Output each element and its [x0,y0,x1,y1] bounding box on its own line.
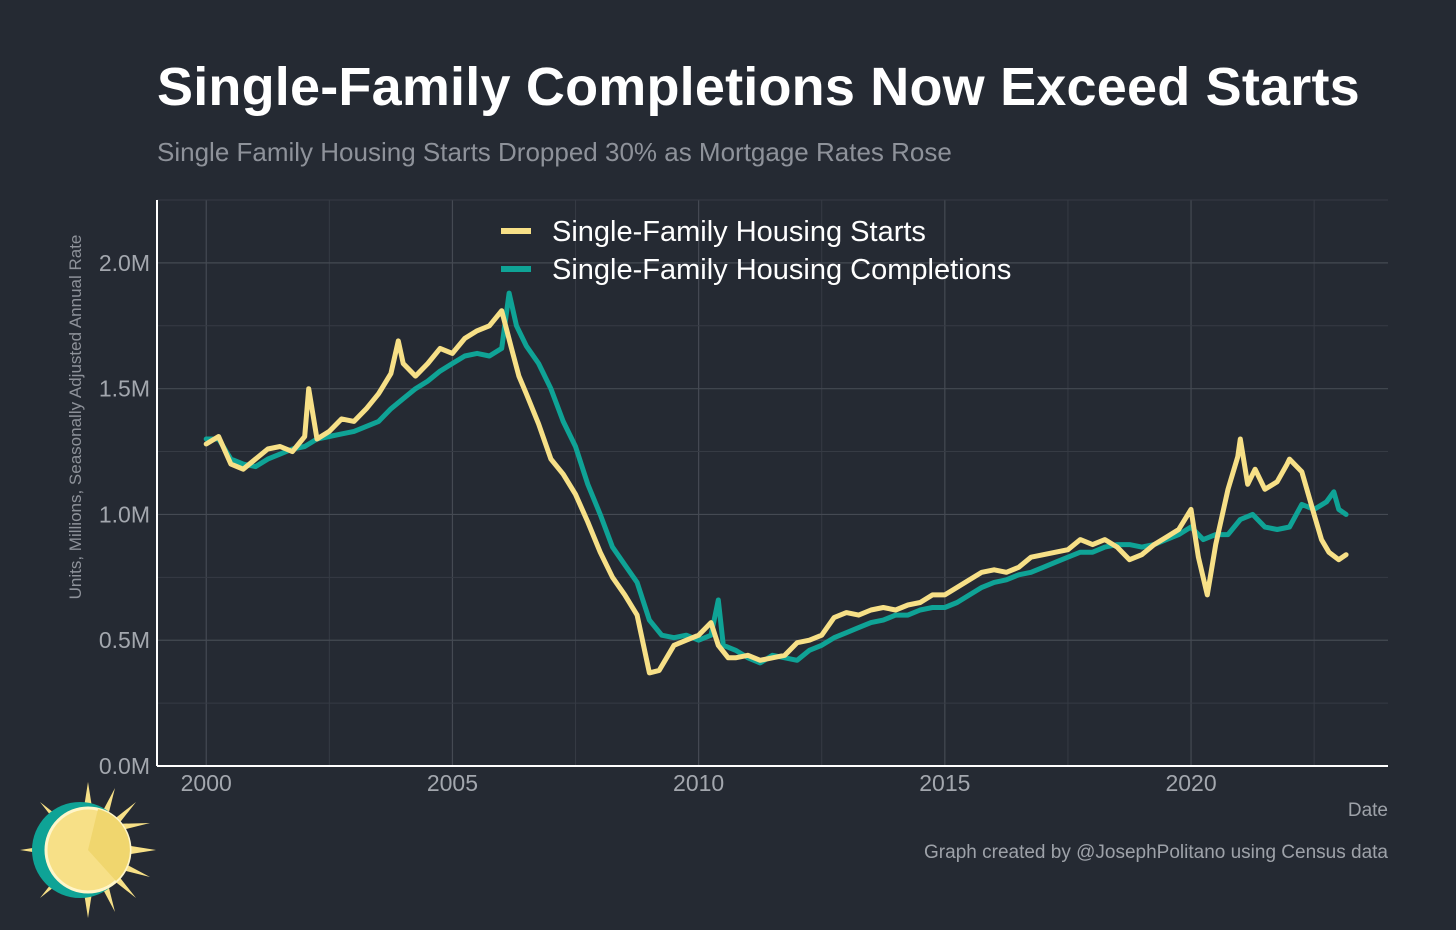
x-tick-label: 2010 [673,770,724,796]
y-tick-label: 2.0M [99,250,150,276]
sun-logo [20,782,156,918]
series-lines [203,290,1349,676]
legend-label: Single-Family Housing Starts [552,216,926,248]
x-tick-label: 2000 [181,770,232,796]
series-line [203,290,1349,666]
legend: Single-Family Housing Starts Single-Famil… [501,216,1011,286]
x-tick-label: 2015 [919,770,970,796]
tick-labels: 2000 2005 2010 2015 2020 0.0M 0.5M 1.0M 1.5M 2.0M [99,250,1217,796]
legend-label: Single-Family Housing Completions [552,254,1011,286]
x-axis-label: Date [1347,800,1388,821]
sun-shade [88,809,130,881]
y-tick-label: 0.5M [99,627,150,653]
x-tick-label: 2020 [1165,770,1216,796]
y-tick-label: 1.0M [99,501,150,527]
chart-subtitle: Single Family Housing Starts Dropped 30%… [157,137,952,167]
y-tick-label: 0.0M [99,753,150,779]
axes [156,200,1388,767]
y-axis-label: Units, Millions, Seasonally Adjusted Ann… [66,235,85,600]
series-line [203,308,1349,676]
credit-note: Graph created by @JosephPolitano using C… [924,842,1388,863]
y-tick-label: 1.5M [99,376,150,402]
chart-title: Single-Family Completions Now Exceed Sta… [157,57,1360,117]
x-tick-label: 2005 [427,770,478,796]
